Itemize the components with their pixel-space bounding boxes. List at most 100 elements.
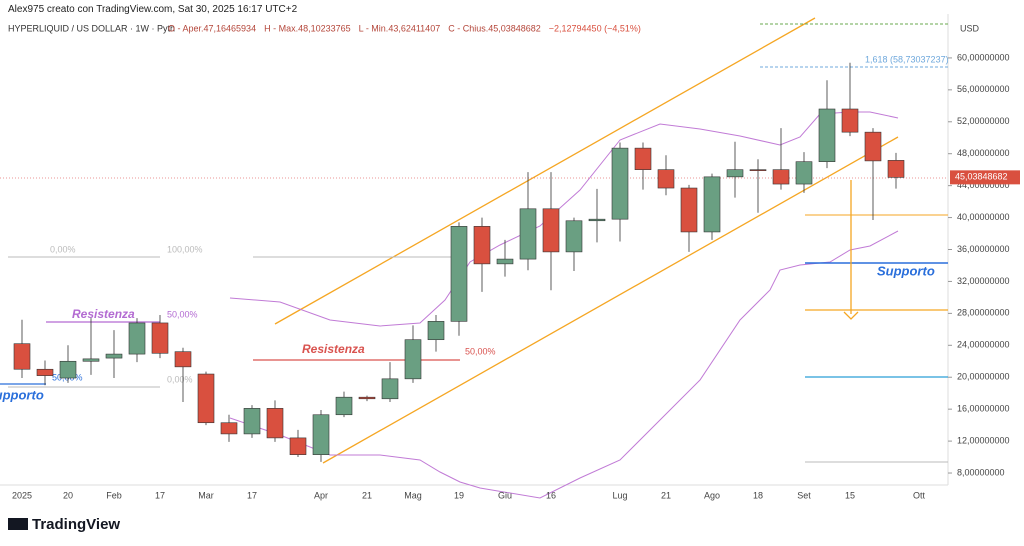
drawings	[0, 17, 948, 499]
y-tick-label: 40,00000000	[957, 212, 1010, 222]
y-tick-label: 12,00000000	[957, 435, 1010, 445]
annotation: Resistenza	[302, 342, 365, 356]
y-tick-label: 32,00000000	[957, 276, 1010, 286]
candle-body	[818, 108, 836, 162]
y-tick-label: 20,00000000	[957, 372, 1010, 382]
x-tick-label: Giu	[498, 490, 512, 500]
candle-body	[519, 208, 537, 260]
candle-body	[542, 208, 560, 253]
x-tick-label: Ott	[913, 490, 926, 500]
ohlc-label: −2,12794450 (−4,51%)	[549, 23, 641, 33]
price-tag	[950, 170, 1020, 185]
credit: Alex975 creato con TradingView.com, Sat …	[8, 4, 298, 15]
band-lower	[229, 230, 899, 499]
x-tick-label: 18	[753, 490, 763, 500]
ohlc-label: L - Min.43,62411407	[359, 23, 441, 33]
candle-body	[151, 322, 169, 354]
candle-body	[197, 373, 215, 424]
symbol: HYPERLIQUID / US DOLLAR · 1W · Pyth	[8, 23, 175, 33]
y-tick-label: 28,00000000	[957, 308, 1010, 318]
candle-body	[887, 160, 905, 178]
candle-body	[772, 169, 790, 185]
x-tick-label: Feb	[106, 490, 122, 500]
chart: HYPERLIQUID / US DOLLAR · 1W · Pyth O - …	[0, 14, 1020, 500]
candle-body	[404, 339, 422, 380]
candle-body	[312, 414, 330, 455]
x-tick-label: 15	[845, 490, 855, 500]
candle-body	[634, 147, 652, 170]
candle-body	[82, 358, 100, 362]
candle-body	[450, 226, 468, 322]
candle-body	[611, 147, 629, 220]
annotation: 50,00%	[167, 309, 198, 319]
x-tick-label: 2025	[12, 490, 32, 500]
x-tick-label: Mar	[198, 490, 214, 500]
x-tick-label: 17	[155, 490, 165, 500]
ohlc-label: H - Max.48,10233765	[264, 23, 351, 33]
candle-body	[795, 161, 813, 185]
currency: USD	[960, 23, 980, 33]
candle-body	[335, 396, 353, 416]
header: HYPERLIQUID / US DOLLAR · 1W · Pyth O - …	[8, 23, 641, 33]
x-tick-label: Apr	[314, 490, 328, 500]
logo	[8, 518, 28, 530]
candle-body	[680, 187, 698, 233]
x-tick-label: 17	[247, 490, 257, 500]
candle-body	[749, 169, 767, 171]
candle-body	[726, 169, 744, 178]
annotation: 50,00%	[465, 346, 496, 356]
x-tick-label: Mag	[404, 490, 422, 500]
x-tick-label: 21	[661, 490, 671, 500]
ohlc-label: O - Aper.47,16465934	[168, 23, 256, 33]
annotation: 1,618 (58,73037237)	[865, 54, 949, 64]
price-tag-label: 45,03848682	[955, 172, 1008, 182]
candle-body	[220, 422, 238, 435]
y-tick-label: 8,00000000	[957, 467, 1005, 477]
x-tick-label: 20	[63, 490, 73, 500]
y-tick-label: 36,00000000	[957, 244, 1010, 254]
y-tick-label: 44,00000000	[957, 180, 1010, 190]
annotation: 100,00%	[167, 244, 203, 254]
candle-body	[59, 360, 77, 379]
x-tick-label: 19	[454, 490, 464, 500]
y-tick-label: 24,00000000	[957, 340, 1010, 350]
x-tick-label: 16	[546, 490, 556, 500]
brand-text: TradingView	[32, 516, 121, 533]
candle-body	[13, 343, 31, 370]
candle-body	[358, 396, 376, 400]
y-tick-label: 60,00000000	[957, 52, 1010, 62]
candle-body	[36, 368, 54, 376]
x-tick-label: 21	[362, 490, 372, 500]
candle-body	[128, 322, 146, 355]
candle-body	[105, 353, 123, 359]
annotation: 0,00%	[50, 244, 76, 254]
candle-body	[266, 408, 284, 439]
candle-body	[588, 218, 606, 222]
candle-body	[243, 408, 261, 435]
y-tick-label: 56,00000000	[957, 84, 1010, 94]
channel-top	[274, 17, 816, 325]
ohlc-label: C - Chius.45,03848682	[448, 23, 541, 33]
annotation: Supporto	[877, 263, 935, 278]
candle-body	[473, 226, 491, 265]
candle-body	[841, 108, 859, 133]
candle-body	[864, 131, 882, 162]
arrow-head	[843, 311, 859, 320]
channel-bottom	[322, 136, 899, 464]
candle-body	[657, 169, 675, 189]
y-tick-label: 52,00000000	[957, 116, 1010, 126]
annotation: Resistenza	[72, 307, 135, 321]
annotation: Supporto	[0, 387, 44, 402]
candle-body	[289, 437, 307, 455]
brand: TradingView	[8, 516, 120, 533]
annotation: 0,00%	[167, 374, 193, 384]
x-tick-label: Set	[797, 490, 811, 500]
candle-body	[496, 258, 514, 265]
y-tick-label: 16,00000000	[957, 404, 1010, 414]
candle-body	[427, 321, 445, 341]
candle-body	[174, 351, 192, 368]
candle-body	[565, 220, 583, 253]
x-tick-label: Ago	[704, 490, 720, 500]
y-tick-label: 48,00000000	[957, 148, 1010, 158]
